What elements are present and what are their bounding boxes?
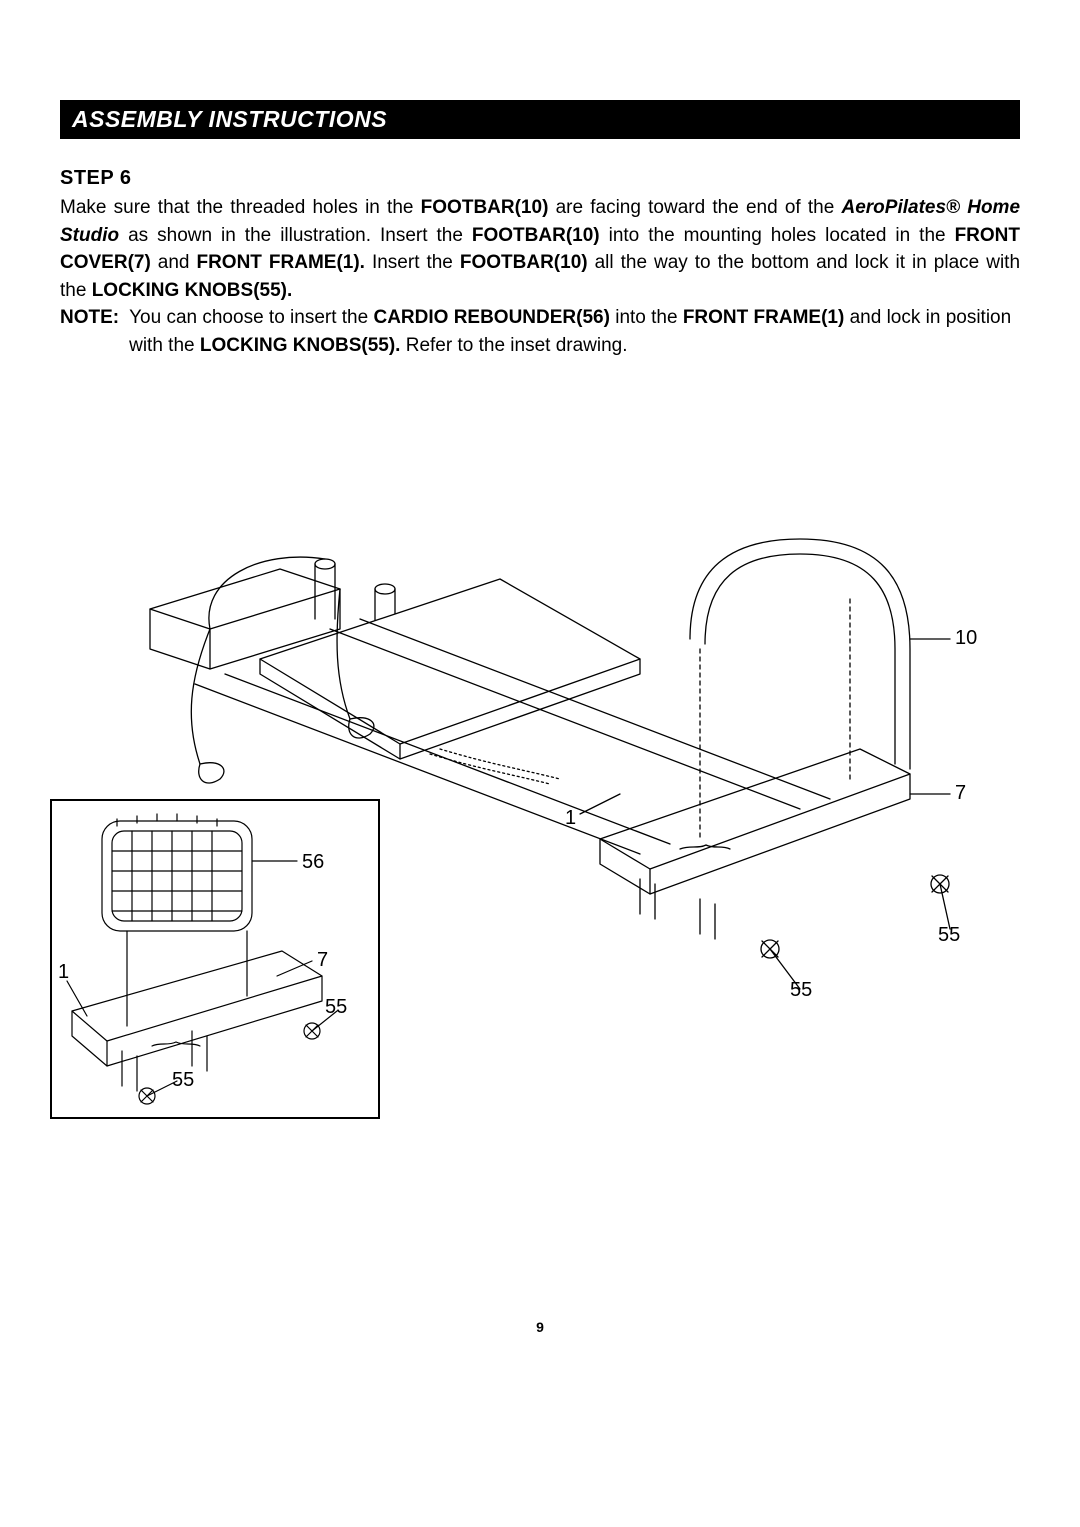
part-cardio-rebounder: CARDIO REBOUNDER(56)	[373, 307, 609, 328]
section-title: ASSEMBLY INSTRUCTIONS	[72, 106, 387, 132]
callout-55: 55	[938, 924, 960, 947]
part-locking-knobs: LOCKING KNOBS(55).	[200, 335, 401, 356]
txt: are facing toward the end of the	[548, 197, 841, 218]
page-number: 9	[60, 1319, 1020, 1335]
note-body: You can choose to insert the CARDIO REBO…	[119, 304, 1020, 359]
txt: Insert the	[365, 252, 460, 273]
part-footbar: FOOTBAR(10)	[472, 225, 600, 246]
callout-7: 7	[955, 782, 966, 805]
inset-diagram	[52, 801, 382, 1121]
part-front-frame: FRONT FRAME(1).	[196, 252, 364, 273]
txt: into the	[610, 307, 683, 328]
inset-callout-56: 56	[302, 851, 324, 874]
txt: into the mounting holes located in the	[600, 225, 955, 246]
inset-box: 56 7 1 55 55	[50, 799, 380, 1119]
txt: and	[151, 252, 197, 273]
txt: Make sure that the threaded holes in the	[60, 197, 421, 218]
part-locking-knobs: LOCKING KNOBS(55).	[92, 280, 293, 301]
step-title: STEP 6	[60, 167, 1020, 190]
note-row: NOTE: You can choose to insert the CARDI…	[60, 304, 1020, 359]
callout-10: 10	[955, 627, 977, 650]
part-front-frame: FRONT FRAME(1)	[683, 307, 844, 328]
part-footbar: FOOTBAR(10)	[460, 252, 588, 273]
txt: Refer to the inset drawing.	[400, 335, 627, 356]
callout-1: 1	[565, 807, 576, 830]
inset-callout-55: 55	[325, 996, 347, 1019]
note-label: NOTE:	[60, 304, 119, 359]
callout-55: 55	[790, 979, 812, 1002]
diagram-area: 10 7 1 55 55	[80, 519, 1000, 1139]
part-footbar: FOOTBAR(10)	[421, 197, 549, 218]
step-paragraph: Make sure that the threaded holes in the…	[60, 194, 1020, 304]
inset-callout-55: 55	[172, 1069, 194, 1092]
inset-callout-7: 7	[317, 949, 328, 972]
section-header: ASSEMBLY INSTRUCTIONS	[60, 100, 1020, 139]
txt: You can choose to insert the	[129, 307, 373, 328]
txt: as shown in the illustration. Insert the	[119, 225, 472, 246]
inset-callout-1: 1	[58, 961, 69, 984]
